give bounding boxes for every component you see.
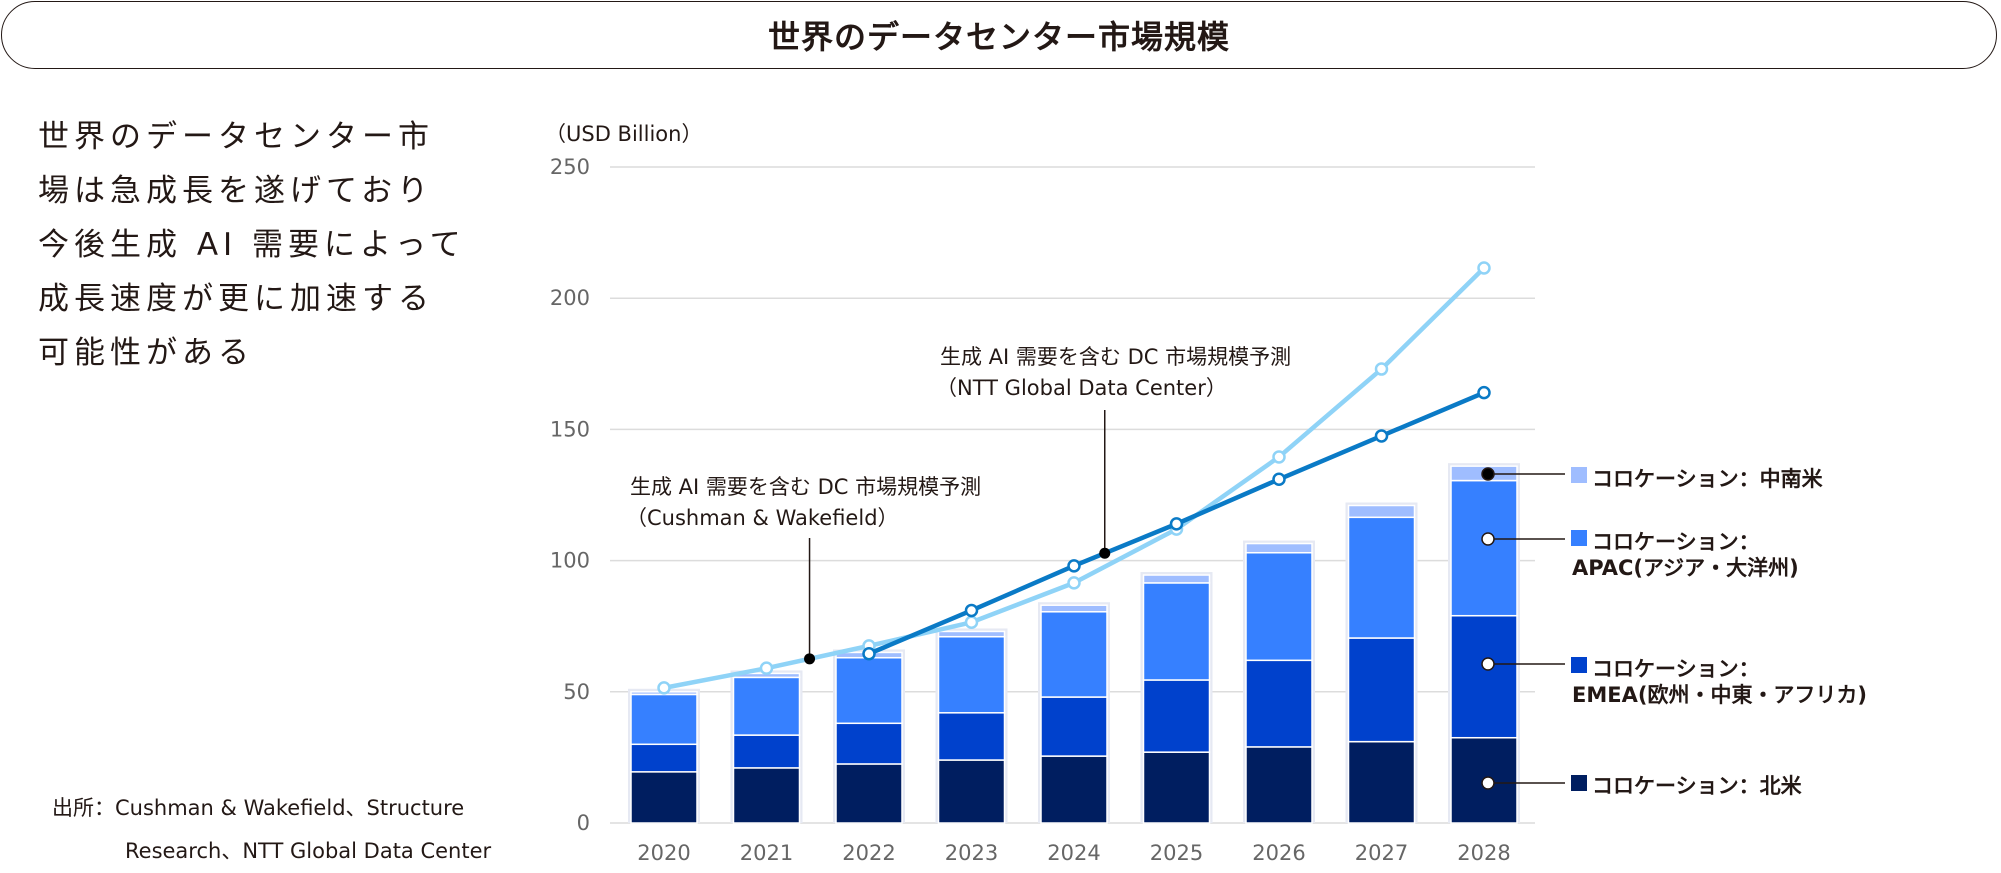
source-note: 出所： Cushman & Wakefield、Structure Resear… xyxy=(52,787,491,873)
line-point xyxy=(1272,450,1286,464)
legend-label: コロケーション：中南米 xyxy=(1592,467,1824,491)
y-tick-label: 50 xyxy=(563,680,590,704)
unit-label: （USD Billion） xyxy=(545,122,702,146)
line-point xyxy=(1272,472,1286,487)
bar-segment xyxy=(1040,604,1108,613)
callout-label: 生成 AI 需要を含む DC 市場規模予測 xyxy=(940,345,1291,369)
legend-swatch xyxy=(1571,657,1587,673)
bar-segment xyxy=(732,676,801,736)
bar-segment xyxy=(1347,637,1416,743)
legend: コロケーション：中南米コロケーション：APAC(アジア・大洋州)コロケーション：… xyxy=(1481,467,1867,798)
bar-segment xyxy=(1040,755,1108,824)
bar-segment xyxy=(937,759,1006,824)
lead-line: 可能性がある xyxy=(38,335,254,371)
x-tick-label: 2027 xyxy=(1355,841,1408,865)
callout-label: （Cushman & Wakefield） xyxy=(626,506,899,530)
legend-anchor-dot xyxy=(1481,532,1495,546)
bar-segment xyxy=(732,767,801,824)
legend-label: コロケーション： xyxy=(1592,657,1760,681)
bar-segment xyxy=(1142,582,1211,681)
line-point xyxy=(964,615,979,630)
y-tick-label: 150 xyxy=(550,417,590,441)
callout-dot xyxy=(1099,547,1111,559)
bar-segment xyxy=(1245,551,1313,662)
legend-anchor-dot xyxy=(1481,467,1495,481)
bar-segment xyxy=(732,734,801,769)
legend-swatch xyxy=(1571,775,1587,791)
source-line-2: Research、NTT Global Data Center xyxy=(125,839,492,863)
bar-segment xyxy=(1245,746,1313,824)
line-point xyxy=(1477,385,1491,400)
line-point xyxy=(759,661,774,675)
line-point xyxy=(964,603,979,618)
page-title: 世界のデータセンター市場規模 xyxy=(767,18,1230,56)
bar-segment xyxy=(937,635,1006,714)
legend-label: コロケーション： xyxy=(1592,530,1760,554)
legend-swatch xyxy=(1571,467,1587,483)
bar-segment xyxy=(1142,679,1211,753)
bar-segment xyxy=(1040,696,1108,757)
bar-segment xyxy=(630,743,698,773)
bar-segment xyxy=(937,712,1006,761)
x-tick-label: 2028 xyxy=(1457,841,1510,865)
bar-segment xyxy=(1450,614,1518,739)
stacked-bars xyxy=(628,463,1520,824)
line-point xyxy=(1477,261,1491,275)
callout-label: 生成 AI 需要を含む DC 市場規模予測 xyxy=(630,475,981,499)
callout-dot xyxy=(804,653,816,665)
line-point xyxy=(1067,576,1081,590)
y-tick-label: 200 xyxy=(550,286,590,310)
bar-segment xyxy=(1040,611,1108,698)
legend-anchor-dot xyxy=(1481,776,1495,790)
x-tick-label: 2024 xyxy=(1047,841,1100,865)
bar-segment xyxy=(835,656,903,725)
lead-line: 場は急成長を遂げており xyxy=(38,173,434,209)
bar-segment xyxy=(1347,516,1416,639)
legend-swatch xyxy=(1571,530,1587,546)
legend-label: EMEA(欧州・中東・アフリカ) xyxy=(1572,683,1867,707)
callouts: 生成 AI 需要を含む DC 市場規模予測 （Cushman & Wakefiel… xyxy=(626,345,1291,665)
bar-segment xyxy=(630,693,698,746)
x-tick-label: 2025 xyxy=(1150,841,1203,865)
bar-segment xyxy=(1142,574,1211,584)
legend-anchor-dot xyxy=(1481,657,1495,671)
x-tick-label: 2026 xyxy=(1252,841,1305,865)
bar-segment xyxy=(1450,479,1518,617)
bar-segment xyxy=(630,771,698,824)
y-tick-label: 0 xyxy=(577,811,590,835)
legend-label: コロケーション：北米 xyxy=(1592,774,1803,798)
bar-segment xyxy=(835,722,903,765)
line-point xyxy=(862,647,876,661)
y-tick-label: 250 xyxy=(550,155,590,179)
x-tick-label: 2020 xyxy=(637,841,690,865)
line-point xyxy=(1169,517,1184,531)
bar-segment xyxy=(1245,659,1313,748)
x-tick-label: 2023 xyxy=(945,841,998,865)
bar-segment xyxy=(1142,751,1211,824)
callout-label: （NTT Global Data Center） xyxy=(936,376,1227,400)
bar-segment xyxy=(1347,740,1416,824)
bar-segment xyxy=(937,630,1006,638)
legend-label: APAC(アジア・大洋州) xyxy=(1572,556,1799,580)
bar-segment xyxy=(1347,504,1416,519)
bar-segment xyxy=(835,763,903,824)
x-tick-label: 2022 xyxy=(842,841,895,865)
lead-text: 世界のデータセンター市 場は急成長を遂げており 今後生成 AI 需要によって 成… xyxy=(38,110,498,380)
line-point xyxy=(1374,362,1389,376)
lead-line: 世界のデータセンター市 xyxy=(38,119,434,155)
y-tick-label: 100 xyxy=(550,549,590,573)
bar-segment xyxy=(1245,542,1313,554)
x-tick-label: 2021 xyxy=(740,841,793,865)
source-label: 出所： xyxy=(52,796,115,820)
lead-line: 成長速度が更に加速する xyxy=(38,281,434,317)
line-point xyxy=(1067,559,1081,573)
line-point xyxy=(657,681,671,695)
title-banner: 世界のデータセンター市場規模 xyxy=(1,1,1997,69)
lead-line: 今後生成 AI 需要によって xyxy=(38,227,466,263)
source-line-1: Cushman & Wakefield、Structure xyxy=(115,796,465,820)
line-point xyxy=(1374,429,1389,443)
forecast-lines xyxy=(657,261,1491,695)
